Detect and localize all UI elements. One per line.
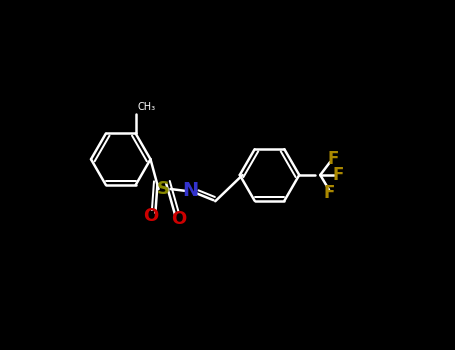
Text: F: F: [333, 166, 344, 184]
Text: O: O: [171, 210, 186, 228]
Text: F: F: [328, 150, 339, 168]
Text: N: N: [182, 181, 199, 200]
Text: S: S: [156, 180, 169, 198]
Text: CH₃: CH₃: [137, 102, 156, 112]
Text: O: O: [144, 207, 159, 225]
Text: F: F: [324, 184, 335, 202]
